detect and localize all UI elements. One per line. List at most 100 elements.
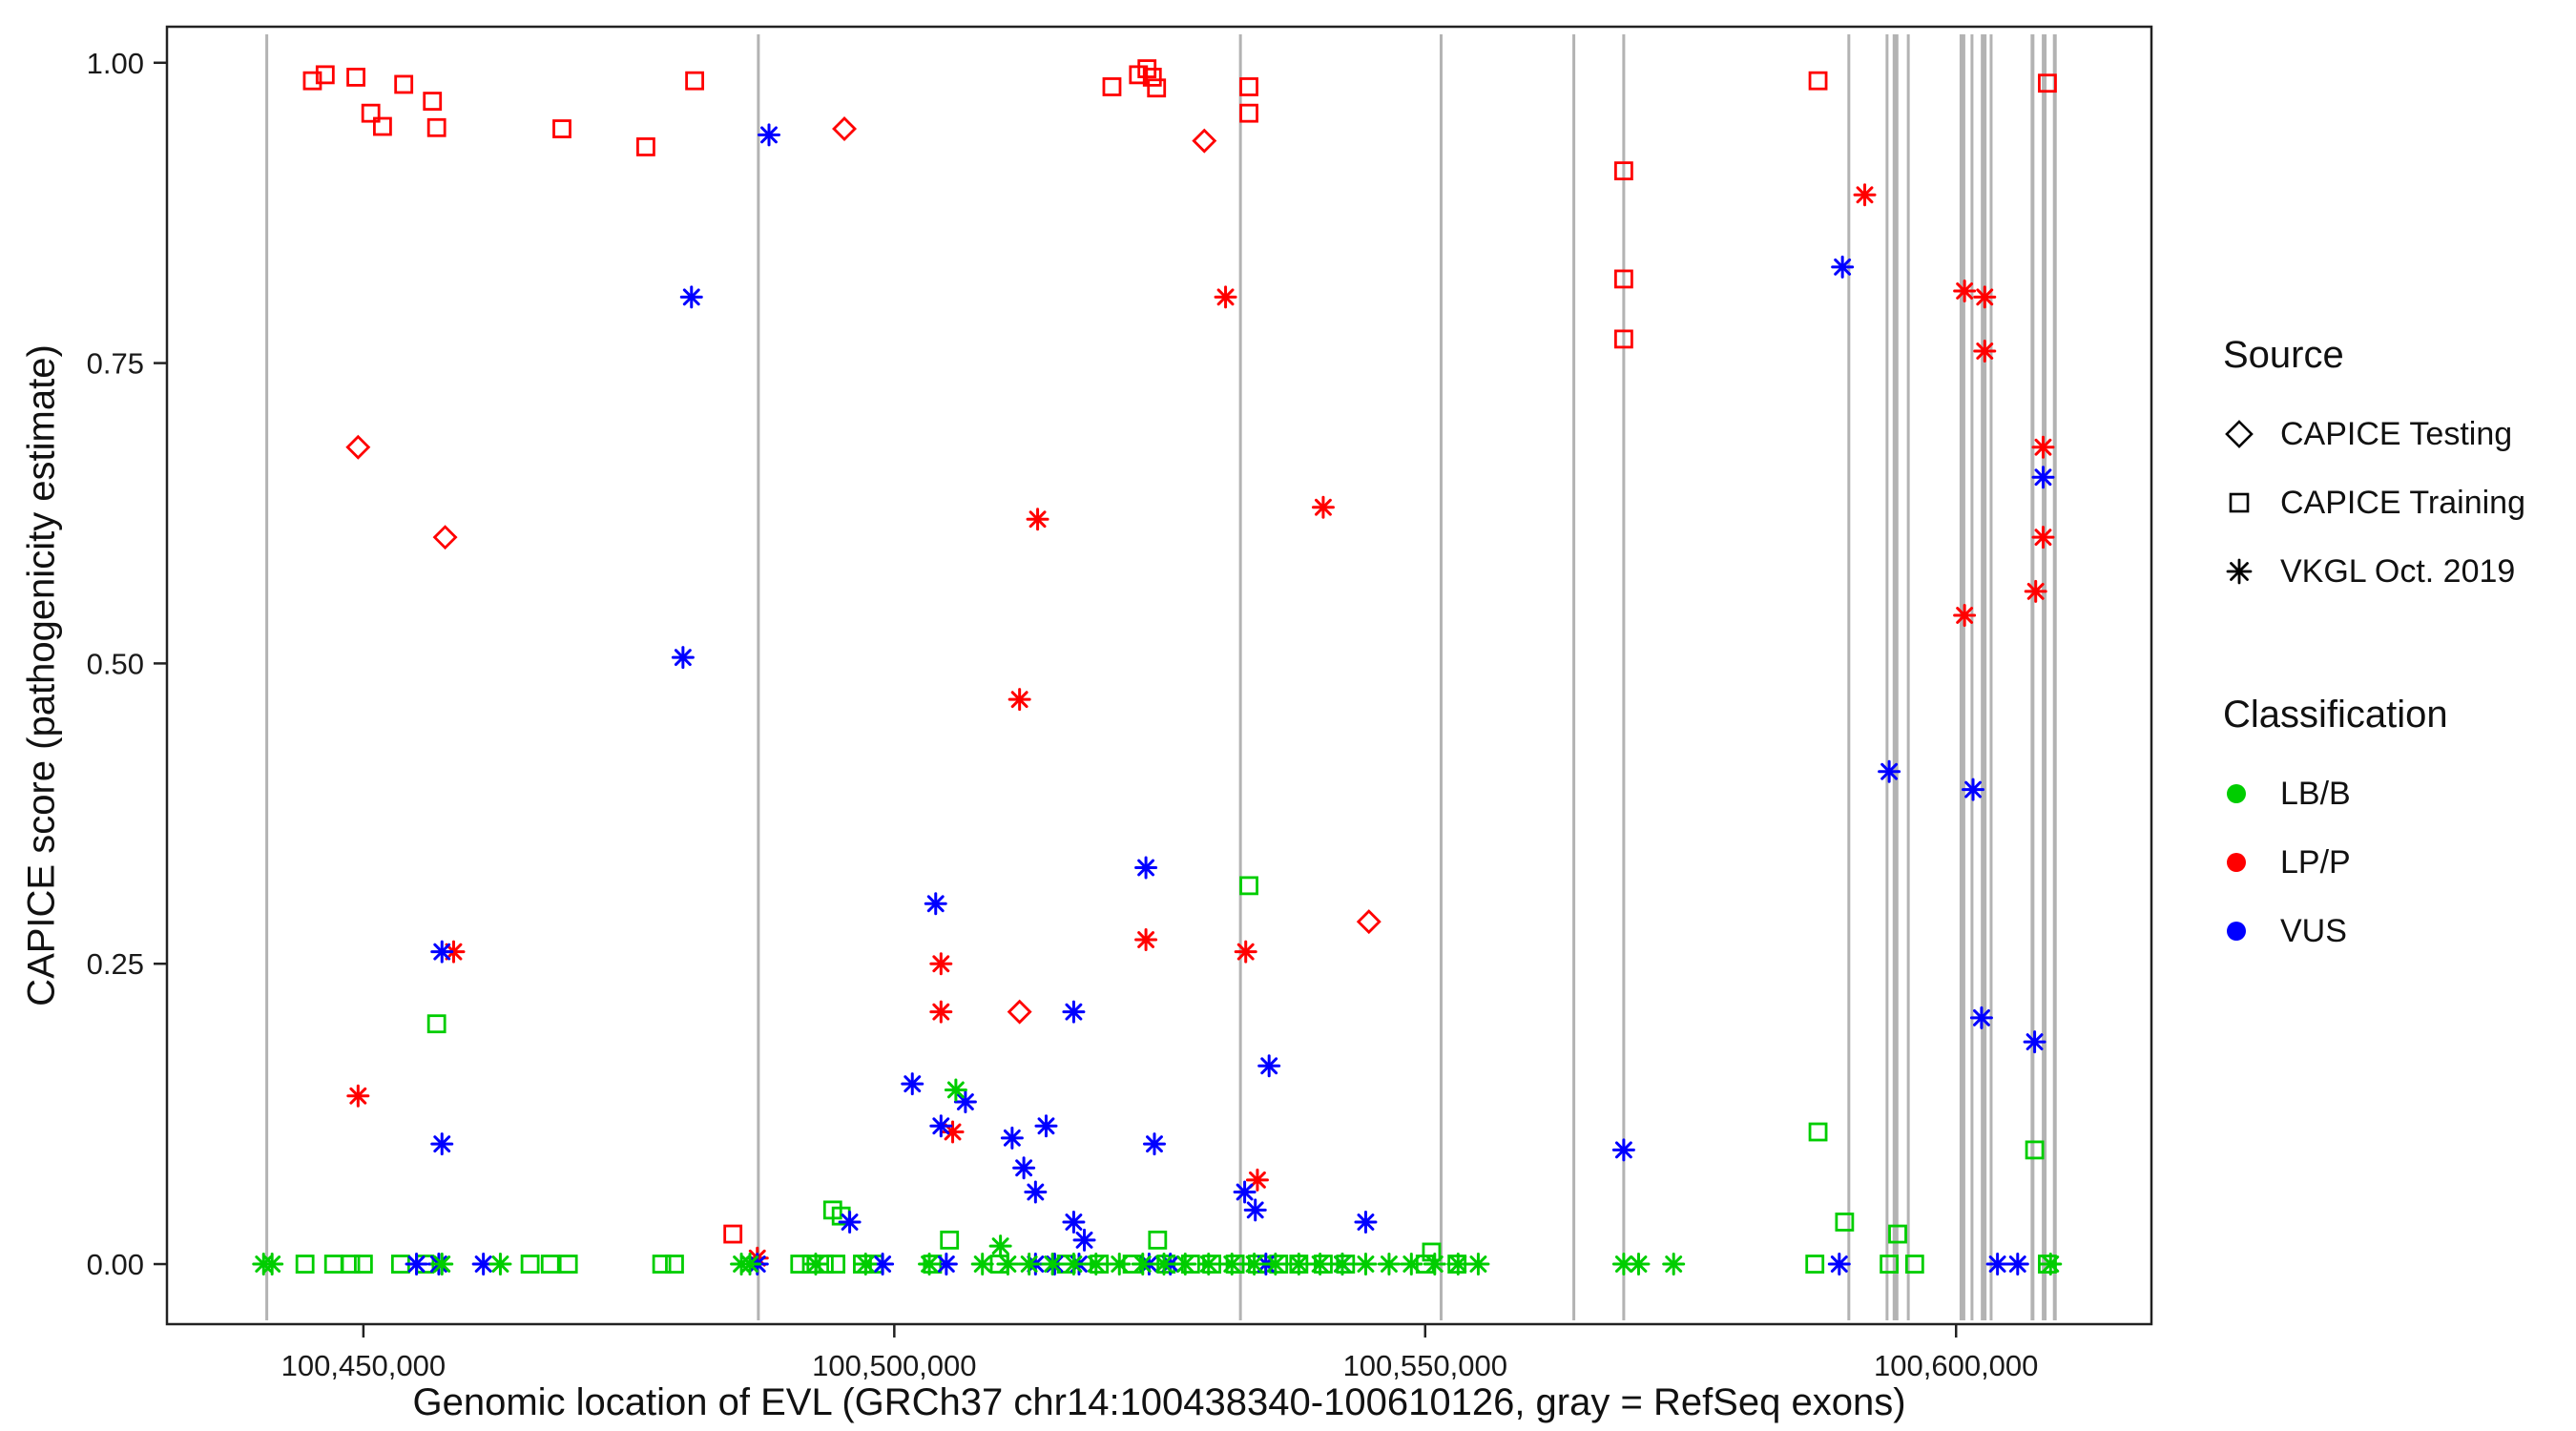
data-point-asterisk [1242,1253,1266,1276]
x-tick-label: 100,550,000 [1343,1349,1507,1382]
data-point-asterisk [1062,1253,1086,1276]
data-point-square [1148,1230,1168,1250]
data-point-square [558,1255,578,1274]
data-point-asterisk [1062,1000,1086,1024]
data-point-asterisk [953,1090,977,1114]
y-axis-title: CAPICE score (pathogenicity estimate) [20,344,63,1006]
data-point-square [353,1255,373,1274]
data-point-asterisk [1330,1253,1354,1276]
data-point-asterisk [2005,1253,2029,1276]
legend-item-capice-training: CAPICE Training [2223,468,2566,537]
legend-item-label: CAPICE Testing [2280,415,2513,452]
data-point-asterisk [988,1234,1012,1258]
data-point-asterisk [1174,1253,1197,1276]
data-point-square [426,1014,447,1034]
data-point-square [1613,161,1633,181]
data-point-square [636,137,655,156]
data-point-asterisk [924,892,947,916]
legend-item-capice-testing: CAPICE Testing [2223,400,2566,468]
data-point-asterisk [871,1253,895,1276]
data-point-diamond [1007,999,1032,1025]
data-point-square [1147,78,1167,98]
data-point-square [1904,1255,1924,1274]
data-point-square [302,71,322,91]
data-point-asterisk [1134,928,1158,952]
legend-item-label: LP/P [2280,843,2351,881]
legend-item-lbb: LB/B [2223,759,2566,828]
data-point-asterisk [1026,508,1049,531]
data-point-asterisk [2031,466,2055,489]
data-point-asterisk [996,1253,1020,1276]
data-point-asterisk [1831,255,1855,279]
data-point-square [540,1255,560,1274]
data-point-asterisk [1311,495,1335,519]
data-point-asterisk [1354,1253,1378,1276]
square-icon [2223,482,2267,524]
legend-item-label: CAPICE Training [2280,484,2525,521]
data-point-asterisk [1012,1156,1036,1180]
data-point-square [1808,1122,1828,1142]
data-point-square [652,1255,672,1274]
data-point-square [1808,71,1828,91]
y-tick-label: 0.00 [87,1248,144,1281]
data-point-square [2038,73,2057,93]
data-point-square [341,1255,361,1274]
data-point-square [1239,103,1258,123]
data-point-asterisk [2039,1253,2063,1276]
data-point-asterisk [1953,604,1977,628]
legend-color-dot [2227,784,2246,803]
data-point-asterisk [1084,1253,1108,1276]
data-point-asterisk [1287,1253,1311,1276]
legend-item-label: VUS [2280,912,2347,949]
data-point-square [1613,329,1633,349]
data-point-asterisk [346,1084,370,1108]
legend-item-vus: VUS [2223,897,2566,965]
data-point-asterisk [1041,1253,1065,1276]
data-point-square [315,65,335,85]
data-point-asterisk [1000,1126,1024,1150]
data-point-asterisk [679,285,703,309]
data-point-square [346,67,365,87]
data-point-square [426,117,447,137]
data-point-asterisk [1969,1006,1993,1029]
y-tick-label: 1.00 [87,47,144,80]
data-point-asterisk [1466,1253,1490,1276]
data-point-asterisk [1377,1253,1401,1276]
data-point-square [1835,1213,1855,1232]
data-point-asterisk [1257,1054,1281,1078]
x-tick-label: 100,450,000 [281,1349,446,1382]
data-point-square [1102,77,1122,96]
data-point-asterisk [1853,183,1877,207]
plot-panel-border [165,25,2153,1326]
x-tick-label: 100,600,000 [1874,1349,2038,1382]
data-point-square [1142,67,1162,87]
data-point-asterisk [671,646,695,670]
data-point-asterisk [2031,435,2055,459]
data-point-asterisk [1196,1253,1220,1276]
data-point-asterisk [1662,1253,1686,1276]
data-point-asterisk [944,1078,967,1102]
data-point-asterisk [1627,1253,1651,1276]
data-point-square [940,1230,960,1250]
data-point-square [685,71,705,91]
legend-item-vkgl: VKGL Oct. 2019 [2223,537,2566,606]
data-point-asterisk [1024,1180,1048,1204]
data-point-asterisk [260,1253,284,1276]
data-point-asterisk [430,1253,454,1276]
data-point-asterisk [1134,856,1158,880]
legend: Source CAPICE Testing CAPICE Training VK… [2223,334,2566,965]
data-point-square [394,74,414,94]
legend-color-dot [2227,853,2246,872]
data-point-asterisk [1153,1253,1176,1276]
data-point-asterisk [1446,1253,1470,1276]
data-point-asterisk [1611,1138,1635,1162]
data-point-asterisk [1878,759,1901,783]
data-point-asterisk [1827,1253,1851,1276]
data-point-asterisk [929,952,953,976]
data-point-square [361,103,381,123]
data-point-square [1880,1255,1900,1274]
legend-item-label: VKGL Oct. 2019 [2280,552,2516,590]
data-point-asterisk [488,1253,512,1276]
data-point-asterisk [2023,1030,2046,1054]
